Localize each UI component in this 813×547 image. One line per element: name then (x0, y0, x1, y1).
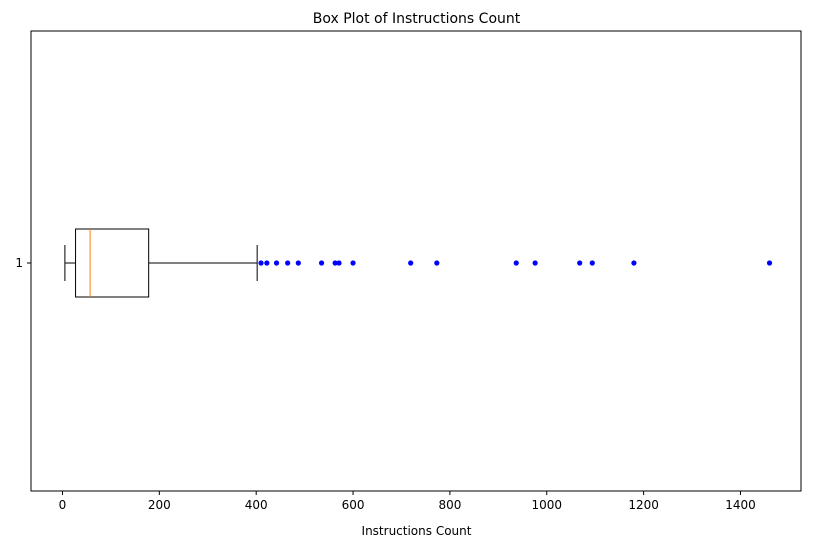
plot-area (30, 30, 802, 492)
outlier-point (589, 260, 595, 266)
outlier-point (318, 260, 325, 266)
outlier-point (336, 260, 342, 266)
outlier-point (513, 260, 519, 266)
outlier-point (258, 260, 264, 266)
outlier-point (532, 260, 538, 266)
x-tick-label: 400 (245, 498, 268, 512)
x-tick-label: 800 (438, 498, 461, 512)
chart-title: Box Plot of Instructions Count (313, 11, 521, 27)
x-axis-label: Instructions Count (362, 524, 472, 538)
outlier-points (258, 260, 773, 266)
box-iqr (75, 228, 150, 298)
x-tick-label: 1000 (531, 498, 562, 512)
outlier-point (285, 260, 291, 266)
outlier-point (434, 260, 440, 266)
outlier-point (264, 260, 270, 266)
y-tick-label: 1 (15, 256, 23, 270)
outlier-point (350, 260, 356, 266)
x-axis: 0 200 400 600 800 1000 1200 1400 (59, 491, 756, 512)
y-axis: 1 (15, 256, 31, 270)
outlier-point (577, 260, 583, 266)
outlier-point (408, 260, 414, 266)
x-tick-label: 1200 (628, 498, 659, 512)
outlier-point (766, 260, 773, 266)
x-tick-label: 600 (342, 498, 365, 512)
x-tick-label: 0 (59, 498, 67, 512)
outlier-point (332, 260, 338, 266)
outlier-point (295, 260, 301, 266)
box-element (64, 228, 258, 298)
x-tick-label: 1400 (725, 498, 756, 512)
outlier-point (273, 260, 280, 266)
outlier-point (631, 260, 637, 266)
x-tick-label: 200 (148, 498, 171, 512)
plot-frame (30, 30, 802, 492)
